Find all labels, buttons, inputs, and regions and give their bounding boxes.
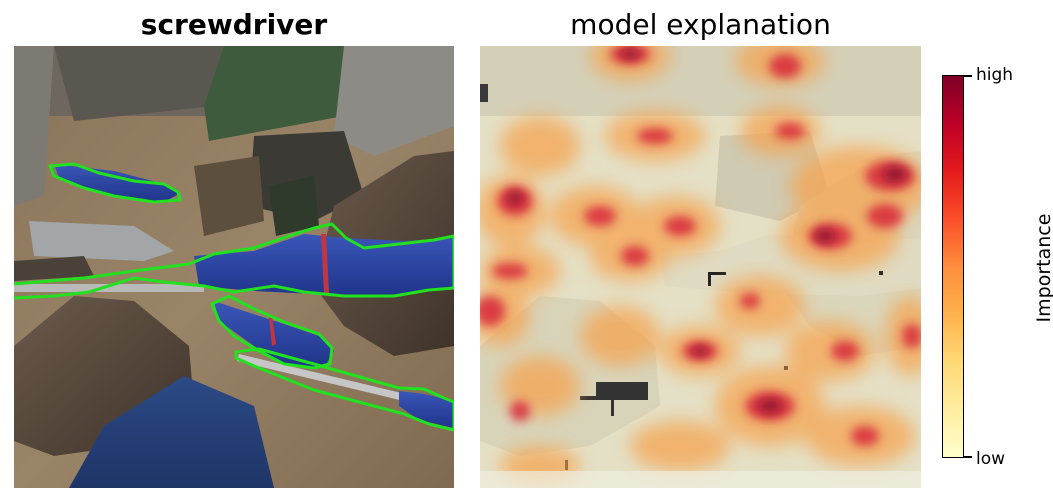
importance-colorbar [942, 75, 964, 458]
colorbar-tick-high [964, 75, 972, 77]
colorbar-axis-label: Importance [1033, 213, 1053, 323]
panel-title-screwdriver: screwdriver [140, 8, 328, 41]
screwdriver-photo [14, 46, 454, 488]
colorbar-low-label: low [976, 449, 1006, 469]
explanation-heatmap-canvas [480, 46, 921, 488]
colorbar-high-label: high [976, 65, 1014, 85]
colorbar-tick-low [964, 456, 972, 458]
explanation-heatmap [480, 46, 921, 488]
screwdriver-photo-canvas [14, 46, 454, 488]
panel-title-model-explanation: model explanation [570, 8, 831, 41]
